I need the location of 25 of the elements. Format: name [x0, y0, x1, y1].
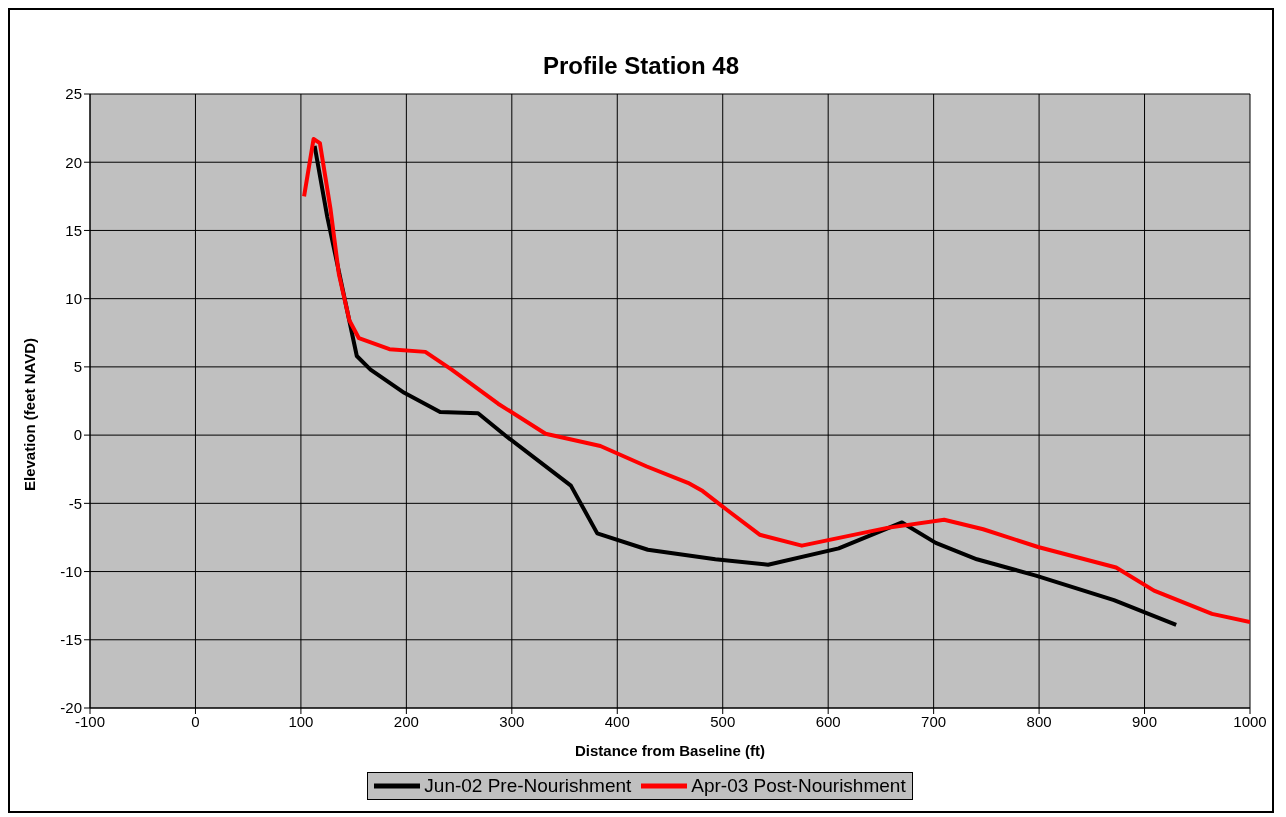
x-tick-label: 800	[1026, 712, 1052, 730]
y-tick-label: 25	[65, 85, 82, 103]
legend-label: Jun-02 Pre-Nourishment	[424, 775, 632, 797]
y-axis-title: Elevation (feet NAVD)	[21, 337, 39, 491]
y-tick-label: -10	[60, 562, 82, 580]
x-tick-label: 300	[499, 712, 525, 730]
x-tick-label: 0	[191, 712, 200, 730]
x-tick-label: 200	[393, 712, 419, 730]
legend-label: Apr-03 Post-Nourishment	[691, 775, 906, 797]
y-tick-label: 20	[65, 153, 82, 171]
y-tick-label: -5	[68, 494, 82, 512]
x-tick-label: 600	[815, 712, 841, 730]
x-tick-label: 1000	[1233, 712, 1267, 730]
chart-title: Profile Station 48	[541, 51, 740, 80]
x-axis-title: Distance from Baseline (ft)	[574, 742, 766, 759]
y-tick-label: 0	[73, 426, 82, 444]
x-tick-label: 100	[288, 712, 314, 730]
y-tick-label: 15	[65, 221, 82, 239]
x-tick-label: 500	[710, 712, 736, 730]
x-tick-label: 400	[604, 712, 630, 730]
x-tick-label: 900	[1132, 712, 1158, 730]
x-tick-label: 700	[921, 712, 947, 730]
y-tick-label: -15	[60, 631, 82, 649]
y-tick-label: 5	[73, 358, 82, 376]
y-tick-label: 10	[65, 289, 82, 307]
